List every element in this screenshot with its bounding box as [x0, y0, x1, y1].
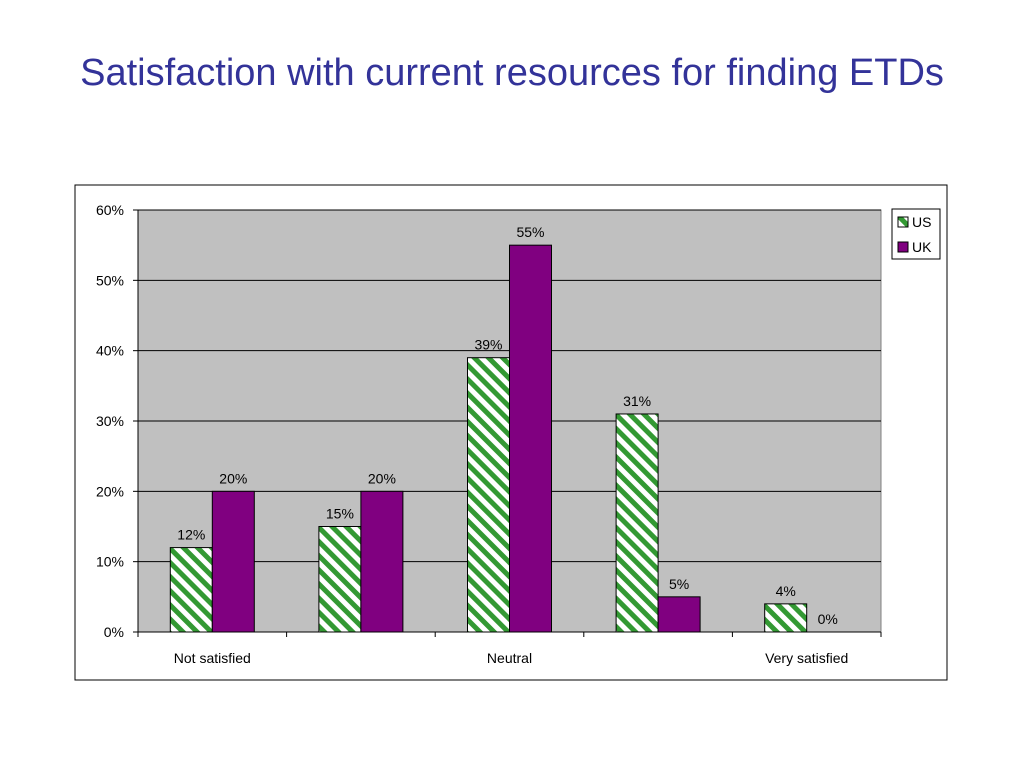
x-category-label: Neutral	[487, 650, 532, 666]
data-label-us: 4%	[776, 583, 796, 599]
legend-label-us: US	[912, 214, 931, 230]
y-tick-label: 60%	[96, 202, 124, 218]
bar-us	[615, 413, 659, 633]
bar-us	[764, 603, 808, 633]
data-label-uk: 20%	[368, 470, 396, 486]
legend: US UK	[891, 208, 941, 260]
data-label-uk: 0%	[818, 611, 838, 627]
y-tick-label: 0%	[104, 624, 124, 640]
data-label-us: 31%	[623, 393, 651, 409]
bar-us	[467, 357, 510, 633]
data-label-us: 12%	[177, 527, 205, 543]
data-label-uk: 20%	[219, 470, 247, 486]
data-label-uk: 55%	[516, 224, 544, 240]
data-label-us: 15%	[326, 506, 354, 522]
y-tick-label: 30%	[96, 413, 124, 429]
bar-uk	[360, 490, 404, 633]
bar-uk	[657, 596, 701, 633]
axes: 0% 10% 20% 30% 40% 50% 60% Not satisfied Neutral…	[96, 202, 882, 666]
y-tick-label: 40%	[96, 343, 124, 359]
bar-us	[318, 526, 362, 633]
x-category-label: Very satisfied	[765, 650, 848, 666]
bar-uk	[509, 244, 552, 633]
y-tick-label: 10%	[96, 554, 124, 570]
y-tick-label: 50%	[96, 272, 124, 288]
legend-swatch-uk	[897, 241, 909, 253]
data-label-us: 39%	[474, 337, 502, 353]
bars	[169, 244, 808, 633]
legend-swatch-us	[897, 216, 909, 228]
bar-uk	[211, 490, 255, 633]
y-tick-label: 20%	[96, 483, 124, 499]
x-category-label: Not satisfied	[174, 650, 251, 666]
slide-title: Satisfaction with current resources for …	[80, 52, 944, 94]
data-labels: 12% 15% 39% 31% 4% 20% 20% 55% 5% 0%	[177, 224, 838, 627]
bar-us	[169, 547, 213, 633]
legend-label-uk: UK	[912, 239, 932, 255]
data-label-uk: 5%	[669, 576, 689, 592]
